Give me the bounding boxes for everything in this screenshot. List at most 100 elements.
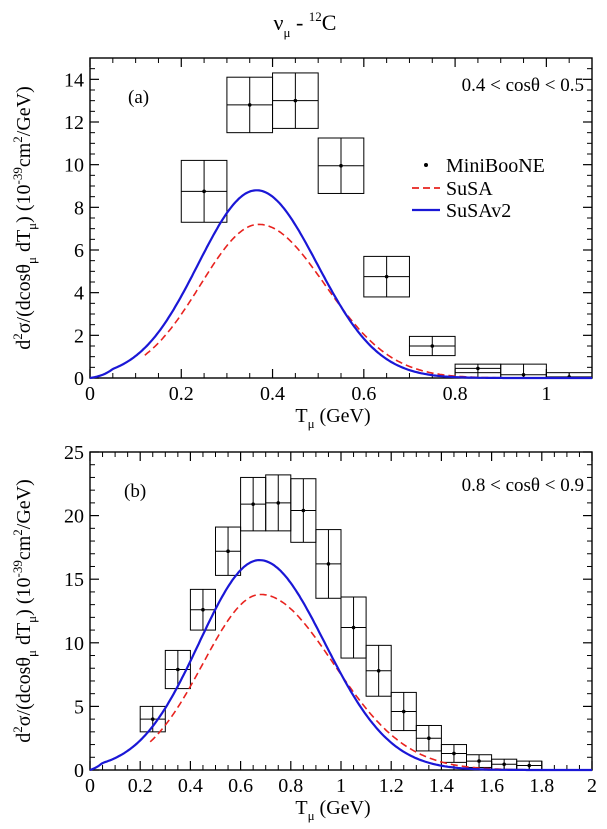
x-tick-label: 0.8 <box>278 775 303 797</box>
x-tick-label: 0.8 <box>443 383 468 405</box>
data-marker <box>251 502 255 506</box>
data-point <box>315 529 342 599</box>
data-marker <box>226 549 230 554</box>
data-point <box>390 691 417 732</box>
data-marker <box>326 562 331 566</box>
data-point <box>189 588 216 631</box>
y-tick-label: 10 <box>64 633 84 655</box>
x-tick-label: 1 <box>541 383 551 405</box>
x-tick-label: 1.6 <box>479 775 504 797</box>
series-curve-susa <box>144 223 592 379</box>
x-tick-label: 0.4 <box>178 775 203 797</box>
data-point <box>415 724 442 752</box>
series-curve-susav2 <box>89 558 592 772</box>
data-point <box>454 363 502 374</box>
data-marker <box>476 366 480 371</box>
cos-range-annotation: 0.8 < cosθ < 0.9 <box>462 475 584 496</box>
x-tick-label: 0.4 <box>260 383 285 405</box>
data-marker <box>293 98 298 103</box>
data-marker <box>276 501 281 505</box>
x-tick-label: 0.2 <box>169 383 194 405</box>
x-axis-label: Tμ (GeV) <box>295 797 370 823</box>
y-tick-label: 0 <box>74 760 84 782</box>
data-point <box>516 760 543 771</box>
data-marker <box>477 759 481 763</box>
legend-label-data: MiniBooNE <box>446 155 545 177</box>
legend-label-susa: SuSA <box>446 178 493 200</box>
data-marker <box>502 762 506 767</box>
data-point <box>272 72 319 129</box>
y-tick-label: 8 <box>74 197 84 219</box>
cos-range-annotation: 0.4 < cosθ < 0.5 <box>462 75 584 96</box>
x-tick-label: 0 <box>85 775 95 797</box>
x-tick-label: 0 <box>85 383 95 405</box>
y-axis-label: d2σ/(dcosθμ dTμ) (10-39cm2/GeV) <box>10 479 39 743</box>
legend-marker-data <box>424 163 428 167</box>
data-point <box>226 76 274 134</box>
data-marker <box>430 344 435 348</box>
x-tick-label: 0.6 <box>351 383 376 405</box>
x-tick-label: 0.6 <box>228 775 253 797</box>
x-tick-label: 1.2 <box>379 775 404 797</box>
x-tick-label: 0.2 <box>128 775 153 797</box>
data-marker <box>176 667 180 672</box>
x-tick-label: 2 <box>587 775 597 797</box>
data-marker <box>427 736 431 740</box>
y-tick-label: 14 <box>64 69 84 91</box>
data-point <box>240 476 267 532</box>
figure-title: νμ - 12C <box>274 9 337 40</box>
panel-b: 0 0.2 0.4 0.6 0.8 1 1.2 1.4 1.6 1.8 20510152025Tμ … <box>10 442 597 823</box>
data-point <box>500 363 547 379</box>
data-marker <box>376 668 381 673</box>
y-tick-label: 5 <box>74 696 84 718</box>
y-tick-label: 0 <box>74 368 84 390</box>
y-tick-label: 15 <box>64 569 84 591</box>
data-marker <box>527 763 532 768</box>
data-point <box>491 758 518 770</box>
x-tick-label: 1 <box>336 775 346 797</box>
y-axis-label: d2σ/(dcosθμ dTμ) (10-39cm2/GeV) <box>10 86 39 350</box>
series-curve-susav2 <box>89 189 592 380</box>
x-tick-label: 1.4 <box>429 775 454 797</box>
data-marker <box>301 508 306 513</box>
plot-frame <box>89 57 593 379</box>
x-tick-label: 1.8 <box>529 775 554 797</box>
y-tick-label: 12 <box>64 112 84 134</box>
data-point <box>365 644 392 697</box>
data-point <box>363 255 410 298</box>
y-tick-label: 4 <box>74 283 84 305</box>
data-marker <box>150 717 155 721</box>
data-point <box>290 478 317 543</box>
y-tick-label: 6 <box>74 240 84 262</box>
data-marker <box>384 274 389 279</box>
data-point <box>408 335 456 357</box>
data-marker <box>247 103 252 107</box>
data-marker <box>339 163 343 168</box>
data-marker <box>521 373 526 377</box>
data-marker <box>202 189 206 194</box>
data-point <box>215 526 242 576</box>
data-marker <box>351 625 356 630</box>
data-point <box>180 159 228 223</box>
y-tick-label: 10 <box>64 155 84 177</box>
data-point <box>466 754 493 768</box>
data-point <box>265 474 292 532</box>
series-curve-susa <box>149 593 592 771</box>
data-point <box>440 744 467 763</box>
data-point <box>340 596 367 659</box>
data-marker <box>401 709 406 714</box>
y-tick-label: 25 <box>64 442 84 464</box>
panel-label: (a) <box>128 87 149 108</box>
y-tick-label: 2 <box>74 325 84 347</box>
data-point <box>317 137 365 194</box>
data-point <box>139 705 166 733</box>
x-axis-label: Tμ (GeV) <box>295 405 370 431</box>
legend-label-susav2: SuSAv2 <box>446 200 511 222</box>
legend: MiniBooNE SuSA SuSAv2 <box>412 155 545 222</box>
data-marker <box>201 607 205 612</box>
y-tick-label: 20 <box>64 506 84 528</box>
panel-label: (b) <box>124 481 146 502</box>
data-marker <box>452 751 456 756</box>
